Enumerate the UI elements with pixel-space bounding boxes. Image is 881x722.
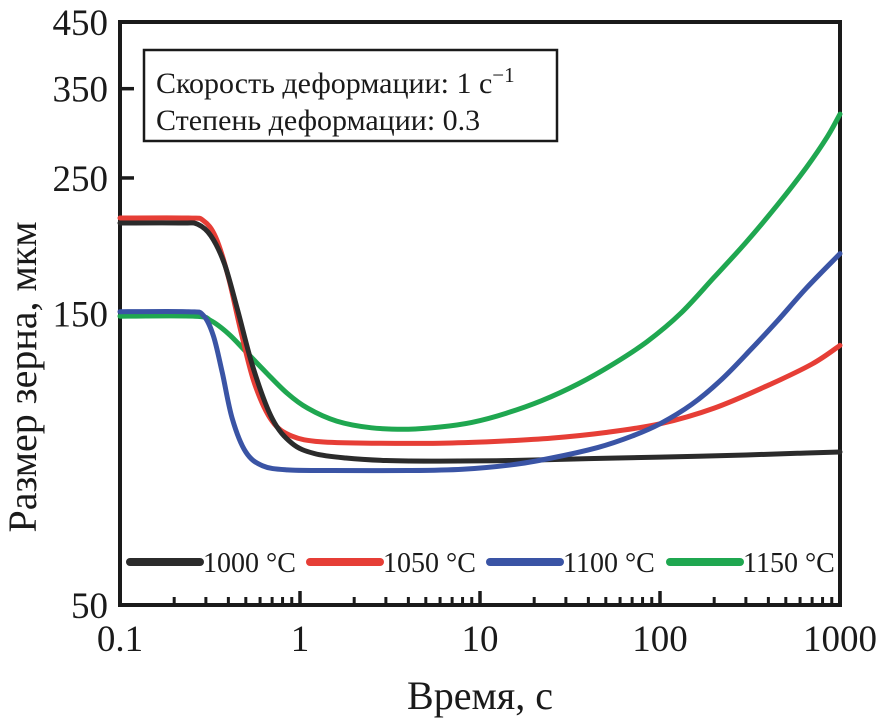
x-tick-label: 1: [291, 619, 310, 660]
x-axis-title: Время, с: [407, 673, 553, 718]
annotation-line2: Степень деформации: 0.3: [156, 104, 480, 137]
legend-label: 1050 °C: [383, 548, 476, 579]
y-tick-label: 350: [53, 70, 109, 111]
x-tick-label: 1000: [803, 619, 877, 660]
legend-label: 1000 °C: [203, 548, 296, 579]
x-tick-label: 0.1: [97, 619, 143, 660]
y-axis-title: Размер зерна, мкм: [0, 221, 45, 532]
series-curve-1100C: [117, 251, 843, 474]
y-tick-label: 450: [53, 3, 109, 44]
legend: 1000 °C 1050 °C 1100 °C 1150 °C: [126, 548, 835, 579]
x-tick-label: 10: [462, 619, 499, 660]
legend-label: 1150 °C: [743, 548, 835, 579]
legend-label: 1100 °C: [563, 548, 655, 579]
axis-tick-labels: 0.1 1 10 100 1000 450 350 250 150 50: [53, 3, 878, 660]
series-curve-1000C: [117, 220, 843, 464]
annotation-line1: Скорость деформации: 1 с−1: [156, 63, 515, 100]
series-curve-1050C: [117, 215, 843, 446]
y-tick-label: 50: [71, 586, 108, 627]
y-tick-label: 250: [53, 159, 109, 200]
annotation-superscript: −1: [492, 63, 514, 87]
annotation-box: Скорость деформации: 1 с−1 Степень деформ…: [142, 48, 559, 143]
x-tick-label: 100: [632, 619, 688, 660]
y-tick-label: 150: [53, 295, 109, 336]
data-series: [117, 111, 843, 474]
annotation-border: [142, 48, 559, 143]
axis-ticks: [118, 20, 842, 607]
